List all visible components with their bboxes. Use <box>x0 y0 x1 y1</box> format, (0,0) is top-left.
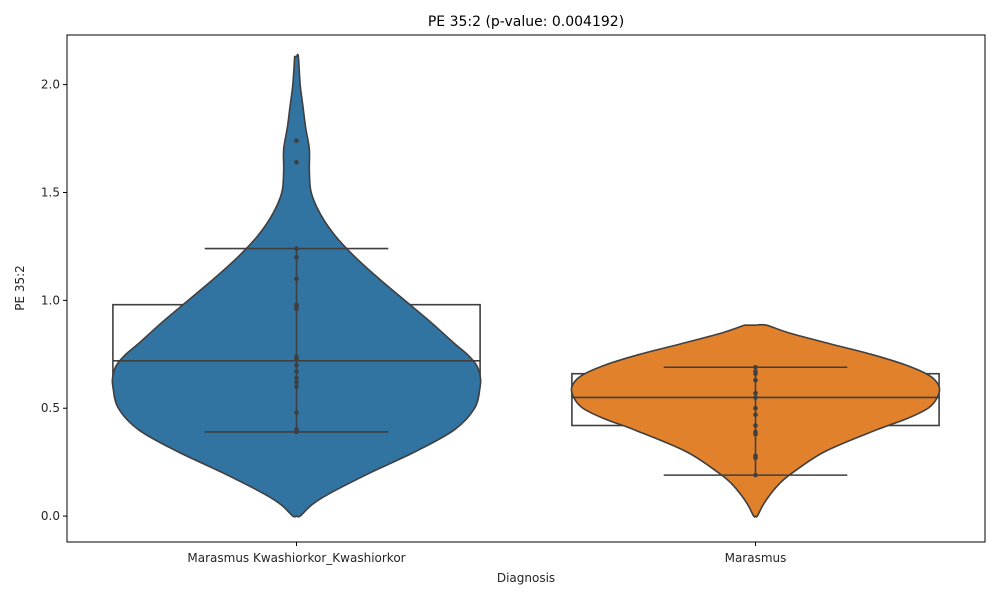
x-axis-label: Diagnosis <box>497 571 555 585</box>
data-point <box>294 362 299 368</box>
data-point <box>294 306 299 312</box>
data-point <box>294 246 299 251</box>
data-point <box>753 371 758 377</box>
x-axis-ticks: Marasmus Kwashiorkor_Kwashiorkor Marasmus <box>187 542 786 565</box>
data-point <box>294 276 299 282</box>
data-point <box>753 390 758 396</box>
y-axis-ticks: 0.0 0.5 1.0 1.5 2.0 <box>41 78 67 523</box>
y-tick-label: 1.0 <box>41 293 60 307</box>
data-point <box>294 429 299 435</box>
data-point <box>753 395 758 400</box>
data-point <box>294 159 299 165</box>
data-point <box>294 410 299 415</box>
data-point <box>753 377 758 383</box>
data-point <box>294 254 299 260</box>
data-point <box>294 369 299 374</box>
x-tick-label: Marasmus Kwashiorkor_Kwashiorkor <box>187 551 405 565</box>
y-tick-label: 1.5 <box>41 185 60 199</box>
data-point <box>753 412 758 418</box>
chart-title: PE 35:2 (p-value: 0.004192) <box>428 14 624 30</box>
y-tick-label: 2.0 <box>41 78 60 92</box>
y-tick-label: 0.0 <box>41 509 60 523</box>
data-point <box>294 138 299 144</box>
data-point <box>753 364 758 370</box>
data-point <box>294 384 299 389</box>
data-point <box>753 423 758 428</box>
data-point <box>753 455 758 461</box>
axes-frame <box>66 34 986 543</box>
data-point <box>294 380 299 385</box>
x-tick-label: Marasmus <box>725 551 787 565</box>
data-point <box>294 356 299 361</box>
data-point <box>294 375 299 381</box>
y-axis-label: PE 35:2 <box>13 265 27 311</box>
data-point <box>753 431 758 437</box>
plot-area <box>111 53 941 518</box>
y-tick-label: 0.5 <box>41 401 60 415</box>
data-point <box>753 405 758 411</box>
data-point <box>753 472 758 478</box>
